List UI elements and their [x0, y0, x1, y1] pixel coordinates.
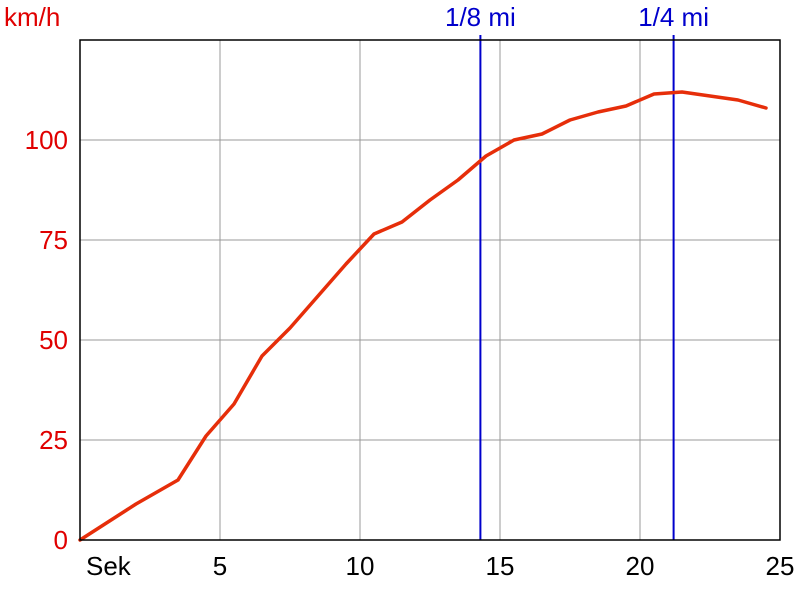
- x-tick-label: 5: [213, 551, 227, 581]
- x-tick-label: 10: [346, 551, 375, 581]
- marker-label: 1/4 mi: [638, 2, 709, 32]
- y-tick-label: 50: [39, 325, 68, 355]
- y-axis-label: km/h: [4, 2, 60, 32]
- plot-frame: [79, 39, 781, 541]
- grid-lines: [80, 40, 780, 540]
- y-tick-label: 75: [39, 225, 68, 255]
- speed-line: [78, 90, 768, 542]
- x-tick-label: 15: [486, 551, 515, 581]
- y-tick-label: 100: [25, 125, 68, 155]
- speed-series: [78, 90, 768, 542]
- x-axis-label: Sek: [86, 551, 132, 581]
- x-tick-labels: 5 10 15 20 25: [213, 551, 795, 581]
- marker-label: 1/8 mi: [445, 2, 516, 32]
- x-tick-label: 25: [766, 551, 795, 581]
- distance-markers: 1/8 mi 1/4 mi: [445, 2, 709, 540]
- y-tick-label: 0: [54, 525, 68, 555]
- y-tick-label: 25: [39, 425, 68, 455]
- x-tick-label: 20: [626, 551, 655, 581]
- y-tick-labels: 0 25 50 75 100: [25, 125, 68, 555]
